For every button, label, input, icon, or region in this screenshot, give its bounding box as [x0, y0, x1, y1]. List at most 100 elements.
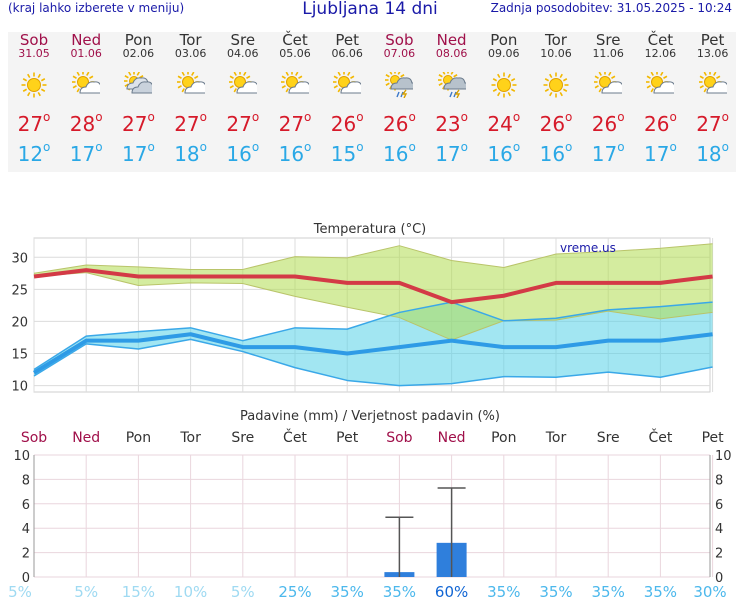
- max-temperature: 27o: [696, 110, 729, 136]
- max-temperature-line: [33, 268, 713, 305]
- day-name: Tor: [545, 31, 567, 49]
- max-temperature: 26o: [330, 110, 364, 136]
- partly-cloudy-icon: [645, 70, 682, 98]
- day-forecast: Čet 05.06 27o 16o: [269, 31, 321, 166]
- max-temperature: 23o: [435, 110, 468, 136]
- day-forecast: Ned 08.06 23o 17o: [426, 31, 478, 166]
- y-tick-label-left: 4: [22, 522, 30, 537]
- sunny-icon: [20, 72, 48, 98]
- x-category-label: Sre: [597, 430, 620, 446]
- partly-cloudy-icon: [593, 70, 630, 98]
- sunny-icon: [542, 72, 570, 98]
- day-forecast: Pet 13.06 27o 18o: [687, 31, 739, 166]
- day-date: 03.06: [174, 47, 207, 60]
- page-title: Ljubljana 14 dni: [302, 0, 438, 19]
- day-date: 13.06: [696, 47, 729, 60]
- mostly-cloudy-icon: [123, 70, 160, 98]
- partly-cloudy-icon: [71, 70, 108, 98]
- precipitation-probability: 60%: [435, 583, 468, 600]
- max-temperature-band: [34, 243, 713, 341]
- max-temperature: 27o: [226, 110, 260, 136]
- min-temperature: 16o: [539, 140, 573, 166]
- day-forecast: Sob 31.05 27o 12o: [8, 32, 60, 166]
- daily-forecast-strip: Sob 31.05 27o 12o Ned 01.06 28o 17o Pon 02.06 27o 1…: [8, 32, 736, 172]
- x-category-label: Sob: [386, 430, 412, 446]
- day-date: 05.06: [279, 47, 311, 60]
- day-name: Pon: [490, 31, 518, 49]
- min-temperature: 15o: [330, 140, 364, 166]
- y-tick-label-left: 0: [22, 571, 30, 586]
- day-name: Pet: [700, 31, 725, 49]
- day-date: 11.06: [592, 47, 624, 60]
- max-band-lower-line: [33, 272, 713, 341]
- location-hint: (kraj lahko izberete v meniju): [8, 1, 185, 15]
- y-tick-label: 20: [11, 315, 28, 330]
- min-temperature: 17o: [643, 140, 677, 166]
- day-date: 01.06: [70, 47, 102, 60]
- max-temperature: 27o: [174, 110, 207, 136]
- max-temperature: 28o: [69, 110, 103, 136]
- day-name: Pon: [124, 31, 152, 49]
- day-name: Čet: [282, 31, 308, 49]
- min-temperature: 17o: [69, 140, 103, 166]
- partly-cloudy-icon: [332, 70, 369, 98]
- partly-cloudy-icon: [698, 70, 735, 98]
- partly-cloudy-icon: [280, 70, 317, 98]
- min-temperature: 16o: [278, 140, 312, 166]
- max-temperature: 27o: [278, 110, 312, 136]
- day-forecast: Tor 03.06 27o 18o: [165, 32, 217, 166]
- x-category-label: Pon: [126, 430, 151, 446]
- precipitation-probability: 25%: [278, 583, 311, 600]
- day-name: Ned: [71, 31, 102, 49]
- day-name: Pet: [335, 31, 359, 49]
- x-category-label: Tor: [179, 430, 201, 446]
- y-tick-label-right: 6: [715, 498, 723, 513]
- min-temperature: 17o: [435, 140, 468, 166]
- precipitation-probability: 5%: [231, 583, 255, 600]
- min-temperature: 16o: [382, 140, 416, 166]
- day-name: Sre: [230, 31, 256, 49]
- min-temperature-line: [32, 332, 713, 375]
- y-tick-label-left: 2: [22, 547, 30, 562]
- max-temperature: 27o: [17, 110, 51, 136]
- min-temperature-band: [34, 302, 713, 386]
- temperature-chart: Temperatura (°C) 10 15 20 25 30 vreme.us: [11, 222, 714, 395]
- min-temperature: 16o: [226, 140, 260, 166]
- precipitation-probability: 30%: [693, 583, 726, 600]
- chart-title: Temperatura (°C): [313, 222, 426, 237]
- precipitation-probability: 35%: [644, 583, 677, 600]
- partly-cloudy-icon: [228, 70, 265, 98]
- min-temperature: 17o: [591, 140, 625, 166]
- day-date: 31.05: [18, 47, 50, 60]
- min-temperature: 12o: [17, 140, 51, 166]
- day-date: 06.06: [331, 47, 363, 60]
- x-category-label: Pet: [702, 430, 725, 446]
- precipitation-probability: 35%: [592, 583, 625, 600]
- x-category-label: Čet: [283, 428, 307, 446]
- x-category-label: Ned: [438, 430, 466, 446]
- precipitation-probability: 35%: [487, 583, 520, 600]
- partly-cloudy-icon: [176, 70, 213, 98]
- day-date: 12.06: [644, 47, 677, 60]
- min-temperature: 17o: [121, 140, 155, 166]
- min-band-upper-line: [33, 301, 713, 371]
- y-tick-label-right: 2: [715, 547, 723, 562]
- day-date: 04.06: [227, 47, 259, 60]
- y-tick-label-right: 8: [715, 473, 723, 488]
- precipitation-probability: 35%: [331, 583, 364, 600]
- day-date: 10.06: [540, 47, 572, 60]
- max-temperature: 26o: [539, 110, 573, 136]
- y-tick-label: 15: [11, 348, 28, 363]
- day-date: 08.06: [435, 47, 468, 60]
- thunderstorm-icon: [437, 69, 472, 99]
- day-forecast: Ned 01.06 28o 17o: [60, 31, 112, 166]
- y-tick-label: 10: [11, 380, 28, 395]
- sunny-icon: [490, 72, 518, 98]
- day-date: 07.06: [383, 47, 416, 60]
- last-updated: Zadnja posodobitev: 31.05.2025 - 10:24: [490, 1, 732, 15]
- watermark: vreme.us: [560, 241, 616, 255]
- day-name: Ned: [436, 31, 467, 49]
- x-category-label: Sob: [21, 430, 47, 446]
- y-tick-label: 25: [11, 283, 28, 298]
- y-tick-label-right: 10: [715, 449, 732, 464]
